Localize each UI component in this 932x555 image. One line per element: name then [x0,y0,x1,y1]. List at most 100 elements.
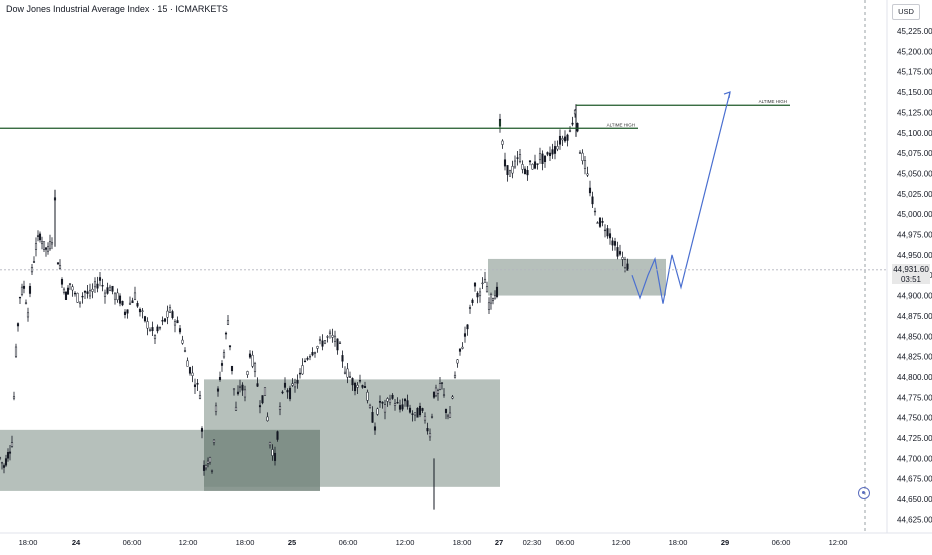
candle-body [451,396,454,399]
candle-body [536,163,539,165]
candle-body [581,152,584,161]
candle-body [428,433,432,438]
candle-body [311,352,314,356]
candle-body [576,123,579,132]
candle-body [368,404,372,408]
candle-body [613,241,617,246]
candle-body [4,458,8,466]
candle-body [526,170,529,176]
candle-body [121,300,124,306]
time-tick-label: 06:00 [772,538,791,547]
candle-body [391,394,394,399]
candle-body [236,391,240,395]
zone-overlap [204,429,320,491]
candle-body [138,308,142,313]
candle-body [186,360,189,367]
candle-body [511,166,514,174]
candle-body [463,333,467,337]
time-tick-label: 12:00 [179,538,198,547]
time-tick-label: 18:00 [236,538,255,547]
candle-body [588,187,592,194]
candle-body [246,371,249,375]
projection-path [631,91,731,304]
candle-body [423,416,427,421]
candle-body [361,385,364,388]
candle-body [136,303,139,307]
candle-body [278,406,282,410]
candle-body [308,356,312,358]
time-tick-label: 12:00 [396,538,415,547]
candle-body [556,146,559,150]
time-axis: 18:00 24 06:00 12:00 18:00 25 06:00 12:00 18:00 2… [19,538,848,547]
candle-body [76,292,79,303]
candle-body [256,383,259,387]
time-tick-label: 18:00 [19,538,38,547]
candle-body [388,398,392,403]
candle-body [251,354,254,367]
candle-body [148,329,152,331]
candle-body [296,380,299,384]
candle-body [401,404,404,410]
candle-body [108,286,112,292]
time-tick-label: 06:00 [339,538,358,547]
candle-body [303,360,307,363]
candle-body [14,346,18,357]
candle-body [408,407,412,413]
candle-body [456,359,459,364]
candle-body [2,465,6,468]
candle-body [346,368,349,378]
price-tick-label: 44,775.00 [897,393,932,402]
currency-button[interactable]: USD [892,4,920,20]
candle-body [321,340,324,347]
candle-body [416,407,419,418]
candle-body [343,371,347,374]
candle-body [378,401,382,403]
ath-label-3: ALTIME HIGH [759,99,787,104]
candle-body [341,355,344,362]
candle-body [283,382,287,388]
candle-body [151,327,154,332]
candle-body [376,408,379,415]
candle-body [103,292,107,297]
candle-body [487,302,491,310]
gear-icon[interactable] [858,487,870,499]
candle-body [566,134,569,141]
candle-body [440,382,444,384]
candle-body [516,157,519,159]
candle-body [618,251,622,255]
candle-body [10,442,14,447]
time-tick-label: 18:00 [669,538,688,547]
candle-body [220,363,224,366]
candle-body [442,394,446,396]
candle-body [22,285,26,289]
candle-body [598,217,602,227]
candle-body [166,310,169,318]
candle-body [558,135,562,145]
candle-body [241,384,244,391]
candle-body [81,295,84,298]
candle-body [93,281,97,288]
candle-body [432,391,436,398]
candle-body [406,400,409,407]
candle-body [426,428,429,432]
candle-body [436,390,440,394]
candle-body [88,289,92,297]
candle-body [626,263,629,271]
candle-body [116,292,119,301]
candle-body [481,282,484,285]
candle-body [546,152,549,155]
candle-body [178,328,182,333]
candle-body [40,241,44,245]
candle-body [78,301,82,304]
candle-body [0,457,2,459]
candle-body [198,395,202,399]
candle-body [323,340,327,344]
candle-body [313,352,317,354]
price-axis: 45,225.00 45,200.00 45,175.00 45,150.00 45,1… [897,27,932,524]
candle-body [616,247,619,257]
price-tick-label: 45,025.00 [897,190,932,199]
time-tick-label: 06:00 [123,538,142,547]
candle-body [473,282,477,287]
